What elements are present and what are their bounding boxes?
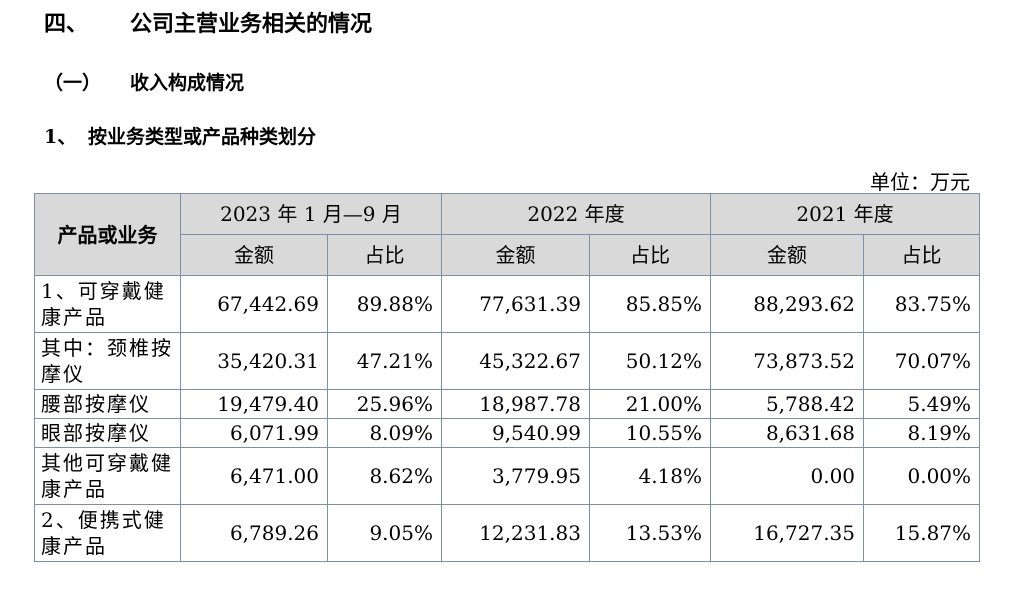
section-heading: 四、 公司主营业务相关的情况 [44,6,372,38]
table-row: 眼部按摩仪 6,071.99 8.09% 9,540.99 10.55% 8,6… [34,418,981,448]
item-number: 1、 [44,126,77,148]
subsection-heading: （一） 收入构成情况 [44,68,244,95]
ratio-cell: 89.88% [327,275,442,333]
amount-cell: 6,071.99 [180,418,328,448]
revenue-table: 产品或业务 2023 年 1 月—9 月 2022 年度 2021 年度 金额 … [34,193,981,562]
item-heading: 1、 按业务类型或产品种类划分 [44,122,316,149]
ratio-cell: 4.18% [588,447,712,505]
ratio-cell: 83.75% [863,275,981,333]
ratio-cell: 8.62% [327,447,442,505]
amount-cell: 9,540.99 [441,418,590,448]
amount-header: 金额 [441,234,590,276]
ratio-cell: 8.09% [327,418,442,448]
amount-cell: 5,788.42 [710,389,865,419]
subsection-title: 收入构成情况 [130,72,245,94]
row-label: 眼部按摩仪 [34,418,181,448]
row-label: 1、可穿戴健康产品 [34,275,181,333]
ratio-cell: 8.19% [863,418,981,448]
ratio-cell: 25.96% [327,389,442,419]
period-header-2021: 2021 年度 [710,193,981,235]
period-header-2022: 2022 年度 [440,193,712,235]
section-number: 四、 [44,11,89,37]
row-label: 其中：颈椎按摩仪 [34,332,181,390]
ratio-cell: 10.55% [588,418,712,448]
amount-cell: 88,293.62 [710,275,865,333]
section-title: 公司主营业务相关的情况 [130,11,373,37]
amount-cell: 8,631.68 [710,418,865,448]
table-row: 其中：颈椎按摩仪 35,420.31 47.21% 45,322.67 50.1… [34,332,981,390]
amount-cell: 0.00 [710,447,865,505]
ratio-header: 占比 [588,234,712,276]
item-title: 按业务类型或产品种类划分 [88,126,317,148]
amount-cell: 16,727.35 [710,504,865,562]
amount-cell: 67,442.69 [180,275,328,333]
ratio-cell: 47.21% [327,332,442,390]
row-label: 腰部按摩仪 [34,389,181,419]
amount-header: 金额 [180,234,328,276]
ratio-cell: 85.85% [588,275,712,333]
subsection-number: （一） [44,72,102,94]
row-label: 2、便携式健康产品 [34,504,181,562]
amount-cell: 73,873.52 [710,332,865,390]
ratio-cell: 5.49% [863,389,981,419]
row-label: 其他可穿戴健康产品 [34,447,181,505]
ratio-cell: 9.05% [327,504,442,562]
unit-label: 单位：万元 [870,170,970,194]
amount-cell: 19,479.40 [180,389,328,419]
amount-cell: 77,631.39 [441,275,590,333]
amount-cell: 35,420.31 [180,332,328,390]
period-header-2023: 2023 年 1 月—9 月 [180,193,442,235]
ratio-header: 占比 [863,234,981,276]
ratio-cell: 50.12% [588,332,712,390]
ratio-header: 占比 [327,234,442,276]
table-row: 腰部按摩仪 19,479.40 25.96% 18,987.78 21.00% … [34,389,981,419]
table-row: 1、可穿戴健康产品 67,442.69 89.88% 77,631.39 85.… [34,275,981,333]
amount-cell: 6,789.26 [180,504,328,562]
ratio-cell: 21.00% [588,389,712,419]
amount-cell: 18,987.78 [441,389,590,419]
ratio-cell: 70.07% [863,332,981,390]
amount-cell: 12,231.83 [441,504,590,562]
table-row: 2、便携式健康产品 6,789.26 9.05% 12,231.83 13.53… [34,504,981,562]
amount-cell: 45,322.67 [441,332,590,390]
amount-cell: 3,779.95 [441,447,590,505]
ratio-cell: 13.53% [588,504,712,562]
ratio-cell: 0.00% [863,447,981,505]
table-row: 其他可穿戴健康产品 6,471.00 8.62% 3,779.95 4.18% … [34,447,981,505]
ratio-cell: 15.87% [863,504,981,562]
amount-header: 金额 [710,234,865,276]
row-header: 产品或业务 [34,193,181,276]
amount-cell: 6,471.00 [180,447,328,505]
